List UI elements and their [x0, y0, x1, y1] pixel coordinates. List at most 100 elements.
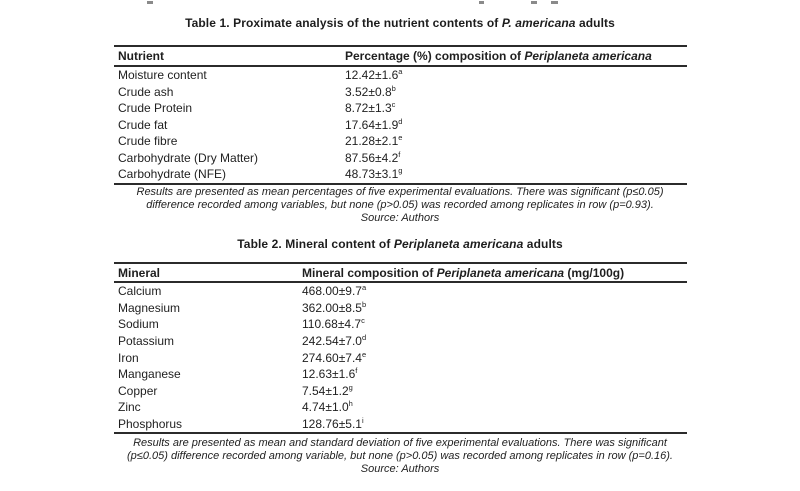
- table1-footnote: Results are presented as mean percentage…: [90, 186, 710, 225]
- table1-caption-text: Table 1. Proximate analysis of the nutri…: [185, 16, 502, 30]
- row-value: 362.00±8.5b: [302, 301, 687, 315]
- value-text: 48.73±3.1: [345, 167, 399, 182]
- value-text: 4.74±1.0: [302, 400, 349, 415]
- footnote-line: Results are presented as mean percentage…: [136, 186, 664, 198]
- clipped-text-fragment: [531, 1, 537, 4]
- row-label: Crude ash: [118, 84, 174, 99]
- row-value: 8.72±1.3c: [345, 101, 687, 115]
- mineral-content-table: Mineral Mineral composition of Periplane…: [114, 262, 687, 435]
- superscript-marker: e: [361, 349, 367, 359]
- superscript-marker: b: [361, 299, 367, 309]
- clipped-text-fragment: [479, 1, 484, 4]
- value-text: 8.72±1.3: [345, 101, 392, 116]
- table2-caption: Table 2. Mineral content of Periplaneta …: [0, 237, 800, 251]
- table-row: Manganese 12.63±1.6f: [114, 366, 687, 383]
- table2-caption-text: Table 2. Mineral content of: [237, 237, 394, 251]
- value-text: 7.54±1.2: [302, 383, 349, 398]
- table-row: Phosphorus 128.76±5.1i: [114, 416, 687, 433]
- superscript-marker: f: [398, 149, 401, 159]
- table-row: Magnesium 362.00±8.5b: [114, 300, 687, 317]
- row-label: Potassium: [118, 334, 175, 349]
- table-row: Copper 7.54±1.2g: [114, 383, 687, 400]
- table2-header-mineral: Mineral: [118, 265, 161, 280]
- row-label: Crude fat: [118, 117, 168, 132]
- row-label: Calcium: [118, 284, 162, 299]
- value-text: 110.68±4.7: [302, 317, 362, 332]
- row-label: Crude Protein: [118, 101, 193, 116]
- table2-caption-suffix: adults: [523, 237, 563, 251]
- row-label: Phosphorus: [118, 417, 183, 432]
- table-row: Zinc 4.74±1.0h: [114, 399, 687, 416]
- table-row: Potassium 242.54±7.0d: [114, 333, 687, 350]
- superscript-marker: d: [398, 116, 403, 126]
- row-label: Moisture content: [118, 68, 207, 83]
- superscript-marker: d: [361, 333, 367, 343]
- row-label: Carbohydrate (NFE): [118, 167, 227, 182]
- table-row: Crude fibre 21.28±2.1e: [114, 133, 687, 150]
- row-value: 274.60±7.4e: [302, 349, 687, 364]
- table2-header-composition-suffix: (mg/100g): [564, 265, 625, 280]
- superscript-marker: h: [348, 399, 353, 409]
- value-text: 12.42±1.6: [345, 68, 399, 83]
- table1-body: Moisture content 12.42±1.6a Crude ash 3.52±…: [114, 67, 687, 183]
- clipped-text-fragment: [147, 1, 153, 4]
- superscript-marker: e: [398, 133, 403, 143]
- value-text: 3.52±0.8: [345, 84, 392, 99]
- value-text: 21.28±2.1: [345, 134, 399, 149]
- table1-header-row: Nutrient Percentage (%) composition of P…: [114, 47, 687, 67]
- row-value: 12.63±1.6f: [302, 367, 687, 381]
- table1-header-nutrient: Nutrient: [118, 49, 164, 63]
- row-label: Crude fibre: [118, 134, 178, 149]
- row-value: 110.68±4.7c: [302, 317, 687, 331]
- table1-caption-suffix: adults: [575, 16, 615, 30]
- row-value: 87.56±4.2f: [345, 151, 687, 165]
- footnote-line: difference recorded among variables, but…: [146, 198, 654, 211]
- table2-header-row: Mineral Mineral composition of Periplane…: [114, 264, 687, 283]
- row-value: 7.54±1.2g: [302, 384, 687, 398]
- footnote-line: (p≤0.05) difference recorded among varia…: [127, 449, 673, 462]
- row-value: 242.54±7.0d: [302, 334, 687, 348]
- superscript-marker: b: [391, 83, 396, 93]
- row-value: 17.64±1.9d: [345, 118, 687, 132]
- row-label: Copper: [118, 383, 158, 398]
- table-row: Moisture content 12.42±1.6a: [114, 67, 687, 84]
- table2-header-composition: Mineral composition of Periplaneta ameri…: [302, 266, 687, 280]
- clipped-text-fragment: [551, 1, 558, 4]
- value-text: 242.54±7.0: [302, 334, 362, 349]
- value-text: 468.00±9.7: [302, 284, 362, 299]
- row-value: 3.52±0.8b: [345, 85, 687, 99]
- table-row: Crude ash 3.52±0.8b: [114, 84, 687, 101]
- row-label: Manganese: [118, 367, 181, 382]
- superscript-marker: c: [391, 100, 396, 110]
- table2-body: Calcium 468.00±9.7a Magnesium 362.00±8.5b So…: [114, 283, 687, 432]
- table-row: Crude fat 17.64±1.9d: [114, 117, 687, 134]
- proximate-analysis-table: Nutrient Percentage (%) composition of P…: [114, 45, 687, 185]
- footnote-line: Results are presented as mean and standa…: [133, 437, 667, 449]
- value-text: 17.64±1.9: [345, 117, 399, 132]
- row-label: Zinc: [118, 400, 141, 415]
- table1-header-percentage: Percentage (%) composition of Periplanet…: [345, 49, 687, 63]
- value-text: 87.56±4.2: [345, 150, 399, 165]
- superscript-marker: f: [355, 366, 358, 376]
- row-value: 48.73±3.1g: [345, 167, 687, 181]
- superscript-marker: c: [361, 316, 365, 326]
- row-value: 12.42±1.6a: [345, 68, 687, 82]
- row-value: 128.76±5.1i: [302, 417, 687, 431]
- footnote-source-line: Source: Authors: [360, 211, 440, 224]
- superscript-marker: g: [398, 166, 403, 176]
- row-label: Magnesium: [118, 300, 181, 315]
- superscript-marker: a: [361, 283, 367, 293]
- superscript-marker: i: [361, 416, 364, 426]
- superscript-marker: g: [348, 382, 353, 392]
- footnote-source-line: Source: Authors: [360, 462, 440, 475]
- row-value: 4.74±1.0h: [302, 400, 687, 414]
- table2-caption-species: Periplaneta americana: [393, 237, 524, 251]
- table-row: Carbohydrate (Dry Matter) 87.56±4.2f: [114, 150, 687, 167]
- table-row: Calcium 468.00±9.7a: [114, 283, 687, 300]
- table1-header-percentage-text: Percentage (%) composition of: [345, 49, 525, 63]
- row-label: Iron: [118, 350, 139, 365]
- table2-footnote: Results are presented as mean and standa…: [90, 437, 710, 476]
- table-row: Crude Protein 8.72±1.3c: [114, 100, 687, 117]
- row-value: 21.28±2.1e: [345, 134, 687, 148]
- superscript-marker: a: [398, 67, 403, 77]
